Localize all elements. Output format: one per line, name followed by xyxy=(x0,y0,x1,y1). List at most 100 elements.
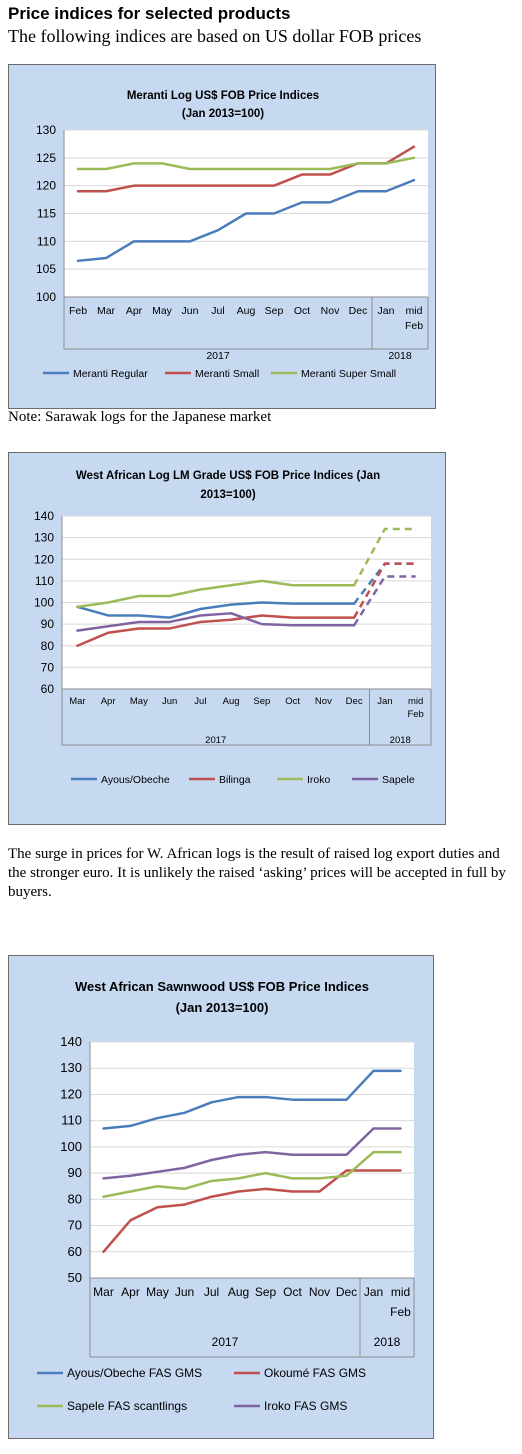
y-tick-label: 140 xyxy=(60,1034,82,1049)
legend-label: Iroko xyxy=(307,774,331,786)
series-line-dashed-iroko xyxy=(353,527,416,586)
series-line-iroko xyxy=(76,579,356,609)
legend-label: Sapele FAS scantlings xyxy=(67,1399,187,1413)
note-text: Note: Sarawak logs for the Japanese mark… xyxy=(8,409,272,425)
y-tick-label: 100 xyxy=(34,596,54,610)
page-subheading: The following indices are based on US do… xyxy=(8,26,422,46)
x-tick-label: Sep xyxy=(253,696,270,707)
west-african-log-chart: West African Log LM Grade US$ FOB Price … xyxy=(8,452,446,825)
series-line-ayous-obeche-fas-gms xyxy=(102,1069,402,1130)
chart-title: Meranti Log US$ FOB Price Indices xyxy=(127,90,319,102)
x-tick-label: Jan xyxy=(377,696,392,707)
x-tick-label: Feb xyxy=(405,320,423,332)
x-tick-label: Apr xyxy=(126,305,143,317)
x-tick-label: Jun xyxy=(175,1285,194,1299)
legend-label: Meranti Super Small xyxy=(301,368,396,380)
x-tick-label: Dec xyxy=(336,1285,357,1299)
year-label: 2017 xyxy=(206,350,230,362)
x-tick-label: Oct xyxy=(283,1285,302,1299)
x-tick-label: mid xyxy=(408,696,423,707)
y-tick-label: 50 xyxy=(68,1270,82,1285)
x-tick-label: Mar xyxy=(93,1285,114,1299)
x-tick-label: Feb xyxy=(407,709,423,720)
series-line-sapele xyxy=(76,612,356,632)
legend-label: Ayous/Obeche FAS GMS xyxy=(67,1366,202,1380)
y-tick-label: 100 xyxy=(60,1139,82,1154)
legend-label: Meranti Regular xyxy=(73,368,148,380)
x-tick-label: Aug xyxy=(223,696,240,707)
y-tick-label: 110 xyxy=(35,574,54,588)
y-tick-label: 115 xyxy=(37,207,56,221)
y-tick-label: 125 xyxy=(36,151,56,165)
y-tick-label: 80 xyxy=(68,1191,82,1206)
y-tick-label: 110 xyxy=(61,1113,82,1128)
west-african-sawnwood-chart: West African Sawnwood US$ FOB Price Indi… xyxy=(8,955,434,1439)
y-tick-label: 90 xyxy=(41,617,55,631)
y-tick-label: 100 xyxy=(36,290,56,304)
chart-title: West African Log LM Grade US$ FOB Price … xyxy=(76,470,380,482)
year-label: 2018 xyxy=(390,735,411,746)
x-tick-label: Dec xyxy=(346,696,363,707)
x-tick-label: Apr xyxy=(121,1285,140,1299)
x-tick-label: Oct xyxy=(294,305,310,317)
x-tick-label: Jan xyxy=(364,1285,383,1299)
chart-title: (Jan 2013=100) xyxy=(182,108,264,120)
x-tick-label: Sep xyxy=(255,1285,277,1299)
y-tick-label: 70 xyxy=(68,1218,82,1233)
y-tick-label: 140 xyxy=(34,509,54,523)
x-tick-label: May xyxy=(146,1285,169,1299)
plot-area xyxy=(90,1042,414,1278)
x-tick-label: mid xyxy=(391,1285,410,1299)
legend-label: Okoumé FAS GMS xyxy=(264,1366,366,1380)
x-tick-label: Jan xyxy=(378,305,395,317)
y-tick-label: 60 xyxy=(68,1244,82,1259)
x-tick-label: Nov xyxy=(321,305,340,317)
commentary-paragraph: The surge in prices for W. African logs … xyxy=(8,846,506,900)
y-tick-label: 80 xyxy=(41,639,55,653)
series-line-iroko-fas-gms xyxy=(102,1127,402,1180)
x-tick-label: Jul xyxy=(204,1285,219,1299)
y-tick-label: 130 xyxy=(60,1060,82,1075)
chart-svg: Meranti Log US$ FOB Price Indices (Jan 20… xyxy=(36,90,429,380)
y-tick-label: 70 xyxy=(41,660,55,674)
y-tick-label: 90 xyxy=(68,1165,82,1180)
chart-svg: West African Log LM Grade US$ FOB Price … xyxy=(34,470,432,786)
x-tick-label: Jul xyxy=(211,305,224,317)
series-line-ayous-obeche xyxy=(76,601,356,619)
y-tick-label: 130 xyxy=(36,123,56,137)
x-tick-label: Sep xyxy=(265,305,284,317)
series-line-dashed-bilinga xyxy=(353,562,416,619)
x-tick-label: Nov xyxy=(309,1285,330,1299)
page-heading: Price indices for selected products xyxy=(8,4,291,23)
y-tick-label: 120 xyxy=(34,552,54,566)
series-line-meranti-super-small xyxy=(76,156,416,171)
legend-label: Sapele xyxy=(382,774,415,786)
chart-svg: West African Sawnwood US$ FOB Price Indi… xyxy=(37,979,415,1413)
x-tick-label: mid xyxy=(406,305,423,317)
y-tick-label: 105 xyxy=(36,262,56,276)
year-label: 2017 xyxy=(212,1335,239,1349)
legend-label: Ayous/Obeche xyxy=(101,774,170,786)
x-tick-label: May xyxy=(152,305,173,317)
x-tick-label: Oct xyxy=(285,696,300,707)
x-tick-label: Aug xyxy=(237,305,256,317)
chart-title: 2013=100) xyxy=(200,489,255,501)
series-line-sapele-fas-scantlings xyxy=(102,1150,402,1198)
x-tick-label: Feb xyxy=(390,1305,411,1319)
x-tick-label: May xyxy=(130,696,148,707)
y-tick-label: 60 xyxy=(41,682,55,696)
x-tick-label: Aug xyxy=(228,1285,249,1299)
x-tick-label: Mar xyxy=(69,696,85,707)
x-tick-label: Mar xyxy=(97,305,116,317)
y-tick-label: 120 xyxy=(36,179,56,193)
series-line-bilinga xyxy=(76,614,356,647)
y-tick-label: 130 xyxy=(34,531,54,545)
year-label: 2018 xyxy=(388,350,412,362)
legend-label: Bilinga xyxy=(219,774,251,786)
series-line-meranti-regular xyxy=(76,178,416,263)
y-tick-label: 110 xyxy=(37,234,56,248)
x-tick-label: Apr xyxy=(101,696,116,707)
x-tick-label: Feb xyxy=(69,305,87,317)
x-tick-label: Nov xyxy=(315,696,332,707)
x-tick-label: Jun xyxy=(162,696,177,707)
